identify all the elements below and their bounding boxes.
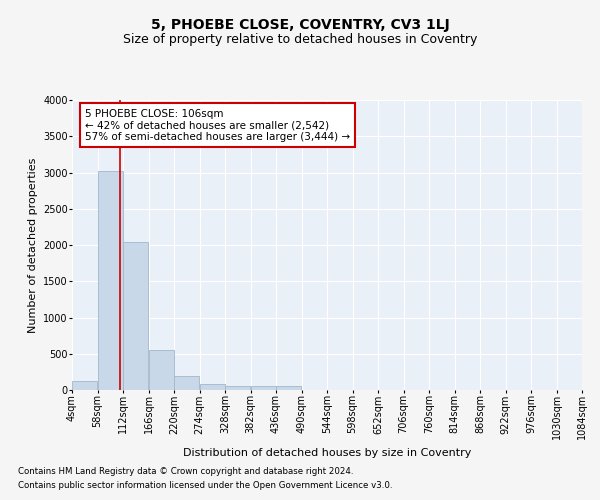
Text: 5 PHOEBE CLOSE: 106sqm
← 42% of detached houses are smaller (2,542)
57% of semi-: 5 PHOEBE CLOSE: 106sqm ← 42% of detached… [85,108,350,142]
Text: Contains public sector information licensed under the Open Government Licence v3: Contains public sector information licen… [18,481,392,490]
Text: 5, PHOEBE CLOSE, COVENTRY, CV3 1LJ: 5, PHOEBE CLOSE, COVENTRY, CV3 1LJ [151,18,449,32]
Bar [123,242,148,390]
Bar [251,386,276,390]
Bar [97,171,123,390]
Bar [200,384,225,390]
Bar [174,376,199,390]
Bar [225,386,250,390]
Bar [72,380,97,390]
Bar [149,350,174,390]
X-axis label: Distribution of detached houses by size in Coventry: Distribution of detached houses by size … [183,448,471,458]
Text: Size of property relative to detached houses in Coventry: Size of property relative to detached ho… [123,32,477,46]
Text: Contains HM Land Registry data © Crown copyright and database right 2024.: Contains HM Land Registry data © Crown c… [18,467,353,476]
Y-axis label: Number of detached properties: Number of detached properties [28,158,38,332]
Bar [276,386,301,390]
